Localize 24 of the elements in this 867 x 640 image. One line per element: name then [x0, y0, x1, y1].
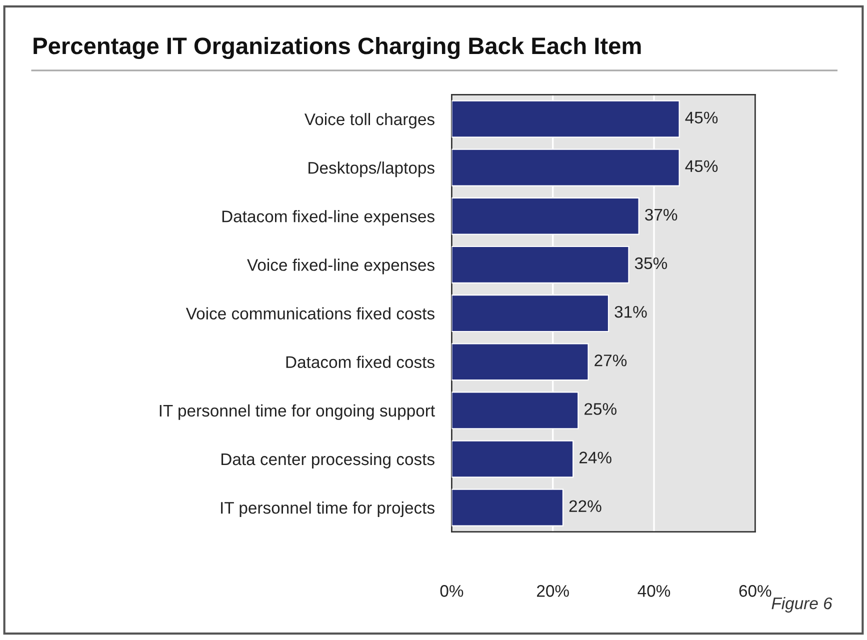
data-label: 31% [614, 306, 647, 318]
y-tick-label: Voice fixed-line expenses [247, 258, 434, 274]
y-tick-label: Data center processing costs [222, 452, 434, 468]
y-tick-label: Voice toll charges [304, 112, 434, 128]
y-tick-label: Datacom fixed costs [286, 356, 434, 368]
y-tick-label: Desktops/laptops [308, 162, 434, 178]
data-label: 35% [634, 257, 668, 270]
data-label: 27% [594, 354, 627, 366]
x-tick-label: 60% [739, 585, 772, 597]
data-label: 45% [685, 160, 718, 172]
y-tick-label: IT personnel time for projects [221, 502, 434, 518]
chart-title: Percentage IT Organizations Charging Back Each Item [34, 36, 641, 60]
x-tick-label: 20% [537, 585, 569, 597]
data-label: 45% [685, 112, 718, 124]
y-tick-label: IT personnel time for ongoing support [160, 404, 435, 420]
y-tick-label: Datacom fixed-line expenses [222, 210, 434, 226]
data-label: 22% [569, 500, 602, 512]
data-label: 37% [645, 208, 678, 221]
caption: Figure 6 [772, 597, 832, 613]
data-label: 24% [579, 452, 612, 464]
y-tick-label: Voice communications fixed costs [186, 307, 434, 320]
x-tick-label: 40% [638, 585, 670, 597]
data-label: 25% [584, 403, 616, 415]
x-tick-label: 0% [440, 585, 464, 597]
